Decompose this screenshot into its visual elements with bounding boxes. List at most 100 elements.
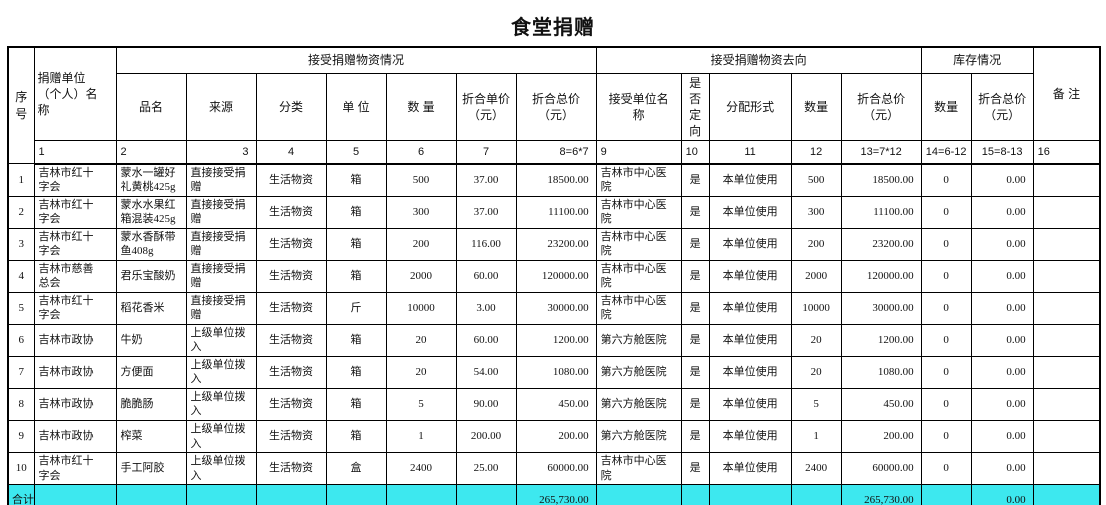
table-cell <box>1032 419 1101 454</box>
table-cell: 吉林市中心医 院 <box>595 195 682 229</box>
table-cell <box>1032 227 1101 261</box>
table-cell: 吉林市红十 字会 <box>33 291 117 325</box>
table-cell: 0 <box>920 227 972 261</box>
table-cell: 0 <box>920 355 972 389</box>
table-cell: 4 <box>7 259 35 293</box>
table-cell: 0 <box>920 387 972 422</box>
table-row: 5 吉林市红十 字会 稻花香米 直接接受捐 赠生活物资斤 10000 3.00 30000.… <box>7 291 1101 325</box>
table-cell: 1080.00 <box>840 355 922 389</box>
table-cell: 蒙水一罐好 礼黄桃425g <box>115 163 187 197</box>
table-cell: 0.00 <box>970 195 1034 229</box>
table-cell: 0 <box>920 323 972 357</box>
total-cell: 0.00 <box>970 484 1034 505</box>
col-header-quantity-out: 数量 <box>790 72 842 142</box>
table-cell: 吉林市中心医 院 <box>595 227 682 261</box>
table-cell: 本单位使用 <box>708 419 792 454</box>
table-cell: 是 <box>680 323 710 357</box>
table-cell: 脆脆肠 <box>115 387 187 422</box>
table-cell: 0.00 <box>970 419 1034 454</box>
table-row: 8 吉林市政协 脆脆肠 上级单位拨 入生活物资箱 5 90.00 450.00 第六方舱医院是… <box>7 387 1101 422</box>
table-row: 1 吉林市红十 字会 蒙水一罐好 礼黄桃425g 直接接受捐 赠生活物资箱 500 37.… <box>7 163 1101 197</box>
table-cell: 300 <box>385 195 457 229</box>
table-cell: 箱 <box>325 355 387 389</box>
table-cell: 5 <box>7 291 35 325</box>
table-cell: 116.00 <box>455 227 517 261</box>
table-cell: 是 <box>680 227 710 261</box>
total-cell <box>115 484 187 505</box>
col-header-donor: 捐赠单位 （个人）名 称 <box>33 46 117 142</box>
total-cell <box>708 484 792 505</box>
table-cell: 生活物资 <box>255 163 327 197</box>
table-cell: 0.00 <box>970 452 1034 486</box>
column-number-cell: 10 <box>680 140 710 165</box>
col-header-allocation: 分配形式 <box>708 72 792 142</box>
table-cell: 20 <box>790 355 842 389</box>
table-cell: 是 <box>680 259 710 293</box>
col-header-quantity: 数 量 <box>385 72 457 142</box>
total-cell <box>1032 484 1101 505</box>
table-cell: 吉林市政协 <box>33 323 117 357</box>
table-cell: 方便面 <box>115 355 187 389</box>
table-cell: 1 <box>790 419 842 454</box>
table-cell: 本单位使用 <box>708 259 792 293</box>
total-cell: 265,730.00 <box>840 484 922 505</box>
table-cell: 是 <box>680 419 710 454</box>
table-cell: 吉林市慈善 总会 <box>33 259 117 293</box>
table-cell: 是 <box>680 163 710 197</box>
table-cell: 吉林市中心医 院 <box>595 163 682 197</box>
table-cell: 生活物资 <box>255 355 327 389</box>
table-body: 1 吉林市红十 字会 蒙水一罐好 礼黄桃425g 直接接受捐 赠生活物资箱 500 37.… <box>7 163 1101 486</box>
table-cell <box>1032 323 1101 357</box>
table-cell: 20 <box>790 323 842 357</box>
col-header-unit: 单 位 <box>325 72 387 142</box>
table-cell: 上级单位拨 入 <box>185 452 257 486</box>
table-cell: 5 <box>790 387 842 422</box>
column-number-cell: 5 <box>325 140 387 165</box>
table-row: 6 吉林市政协 牛奶 上级单位拨 入生活物资箱 20 60.00 1200.00 第六方舱医院… <box>7 323 1101 357</box>
col-header-category: 分类 <box>255 72 327 142</box>
table-cell <box>1032 195 1101 229</box>
table-cell: 2000 <box>790 259 842 293</box>
table-cell: 60000.00 <box>840 452 922 486</box>
table-cell: 吉林市中心医 院 <box>595 452 682 486</box>
table-cell: 10 <box>7 452 35 486</box>
table-row: 3 吉林市红十 字会 蒙水香酥带 鱼408g 直接接受捐 赠生活物资箱 200 116.0… <box>7 227 1101 261</box>
total-cell <box>455 484 517 505</box>
table-cell <box>1032 291 1101 325</box>
table-cell: 本单位使用 <box>708 323 792 357</box>
column-number-cell: 4 <box>255 140 327 165</box>
total-cell <box>790 484 842 505</box>
col-header-total-price: 折合总价 （元） <box>515 72 597 142</box>
table-cell: 6 <box>7 323 35 357</box>
table-cell: 120000.00 <box>515 259 597 293</box>
table-cell <box>1032 259 1101 293</box>
col-header-receiver: 接受单位名 称 <box>595 72 682 142</box>
table-cell: 本单位使用 <box>708 452 792 486</box>
table-cell: 本单位使用 <box>708 387 792 422</box>
table-cell: 1 <box>385 419 457 454</box>
table-cell: 榨菜 <box>115 419 187 454</box>
table-cell: 直接接受捐 赠 <box>185 195 257 229</box>
column-number-cell: 6 <box>385 140 457 165</box>
table-cell: 11100.00 <box>840 195 922 229</box>
sub-header-row: 品名 来源 分类 单 位 数 量 折合单价 （元） 折合总价 （元） 接受单位名… <box>8 72 1100 142</box>
table-cell <box>1032 452 1101 486</box>
table-cell: 直接接受捐 赠 <box>185 291 257 325</box>
column-number-cell: 3 <box>185 140 257 165</box>
table-cell: 1200.00 <box>840 323 922 357</box>
total-cell <box>325 484 387 505</box>
donation-table: 序号 捐赠单位 （个人）名 称 接受捐赠物资情况 接受捐赠物资去向 库存情况 备… <box>7 46 1102 505</box>
col-header-total-price-stock: 折合总价 （元） <box>970 72 1034 142</box>
table-cell: 450.00 <box>840 387 922 422</box>
column-number-cell: 13=7*12 <box>840 140 922 165</box>
table-cell: 1080.00 <box>515 355 597 389</box>
page-title: 食堂捐赠 <box>511 17 595 39</box>
table-cell: 是 <box>680 387 710 422</box>
table-cell: 君乐宝酸奶 <box>115 259 187 293</box>
table-cell: 箱 <box>325 195 387 229</box>
table-cell: 500 <box>385 163 457 197</box>
table-cell: 生活物资 <box>255 419 327 454</box>
table-cell: 吉林市红十 字会 <box>33 163 117 197</box>
table-cell: 吉林市红十 字会 <box>33 227 117 261</box>
table-cell: 0.00 <box>970 227 1034 261</box>
